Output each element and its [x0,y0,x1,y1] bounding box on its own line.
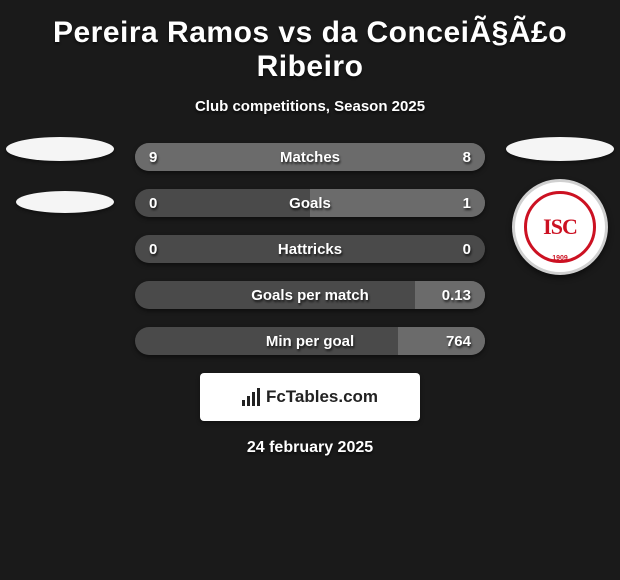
stat-row: Min per goal 764 [135,327,485,355]
club-badge: ISC 1909 [512,179,608,275]
stats-area: ISC 1909 9 Matches 8 0 Goals 1 0 Hattricks 0 Goal… [0,143,620,355]
stat-label: Goals [289,195,331,212]
club-monogram: ISC [543,214,577,240]
stat-label: Hattricks [278,241,342,258]
stat-row: 0 Goals 1 [135,189,485,217]
stat-label: Goals per match [251,287,369,304]
right-player-badges: ISC 1909 [506,137,614,275]
page-title: Pereira Ramos vs da ConceiÃ§Ã£o Ribeiro [0,16,620,84]
stat-value-right: 8 [463,149,471,166]
stat-row: Goals per match 0.13 [135,281,485,309]
stat-fill-right [310,189,485,217]
subtitle: Club competitions, Season 2025 [0,98,620,115]
chart-icon [242,388,260,406]
stat-value-right: 764 [446,333,471,350]
player-photo-placeholder [6,137,114,161]
branding-badge[interactable]: FcTables.com [200,373,420,421]
branding-text: FcTables.com [266,387,378,407]
left-player-badges [6,137,114,243]
comparison-card: Pereira Ramos vs da ConceiÃ§Ã£o Ribeiro … [0,0,620,465]
stat-fill-right [398,327,486,355]
stat-value-left: 0 [149,195,157,212]
date: 24 february 2025 [0,439,620,457]
stat-label: Matches [280,149,340,166]
stat-value-right: 0 [463,241,471,258]
club-logo-placeholder [16,191,114,213]
stat-row: 0 Hattricks 0 [135,235,485,263]
stat-value-left: 0 [149,241,157,258]
stat-label: Min per goal [266,333,354,350]
stat-fill-right [321,143,486,171]
stat-value-left: 9 [149,149,157,166]
player-photo-placeholder [506,137,614,161]
stat-value-right: 0.13 [442,287,471,304]
club-badge-inner: ISC 1909 [524,191,596,263]
stat-row: 9 Matches 8 [135,143,485,171]
club-year: 1909 [552,255,568,262]
stat-value-right: 1 [463,195,471,212]
